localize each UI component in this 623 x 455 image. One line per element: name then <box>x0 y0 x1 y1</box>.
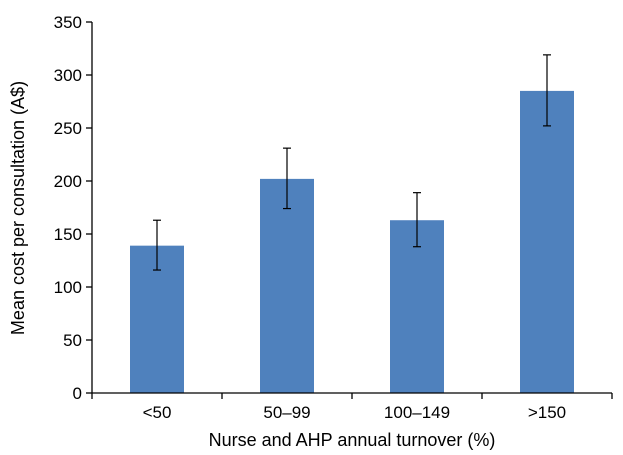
x-tick-label-0: <50 <box>143 403 172 422</box>
bar-3 <box>520 90 574 394</box>
x-tick-label-2: 100–149 <box>384 403 450 422</box>
y-tick-label-6: 300 <box>54 66 82 85</box>
x-tick-label-1: 50–99 <box>263 403 310 422</box>
error-bar-1 <box>283 147 291 210</box>
bar-2 <box>390 220 444 393</box>
y-tick-label-3: 150 <box>54 225 82 244</box>
bar-1 <box>260 178 314 393</box>
x-ticks-layer: <50 50–99 100–149 >150 <box>91 393 613 422</box>
y-tick-label-7: 350 <box>54 13 82 32</box>
y-ticks-layer: 0 50 100 150 200 250 300 350 <box>54 13 92 403</box>
error-bar-0 <box>153 219 161 271</box>
error-bar-3 <box>543 54 551 127</box>
y-tick-label-4: 200 <box>54 172 82 191</box>
y-tick-label-0: 0 <box>73 384 82 403</box>
x-tick-label-3: >150 <box>528 403 566 422</box>
error-bars-layer <box>153 54 551 271</box>
bars-layer <box>130 90 574 394</box>
y-tick-label-5: 250 <box>54 119 82 138</box>
y-tick-label-1: 50 <box>63 331 82 350</box>
y-tick-label-2: 100 <box>54 278 82 297</box>
error-bar-2 <box>413 192 421 248</box>
y-axis-title: Mean cost per consultation (A$) <box>8 81 28 335</box>
x-axis-title: Nurse and AHP annual turnover (%) <box>209 430 496 450</box>
